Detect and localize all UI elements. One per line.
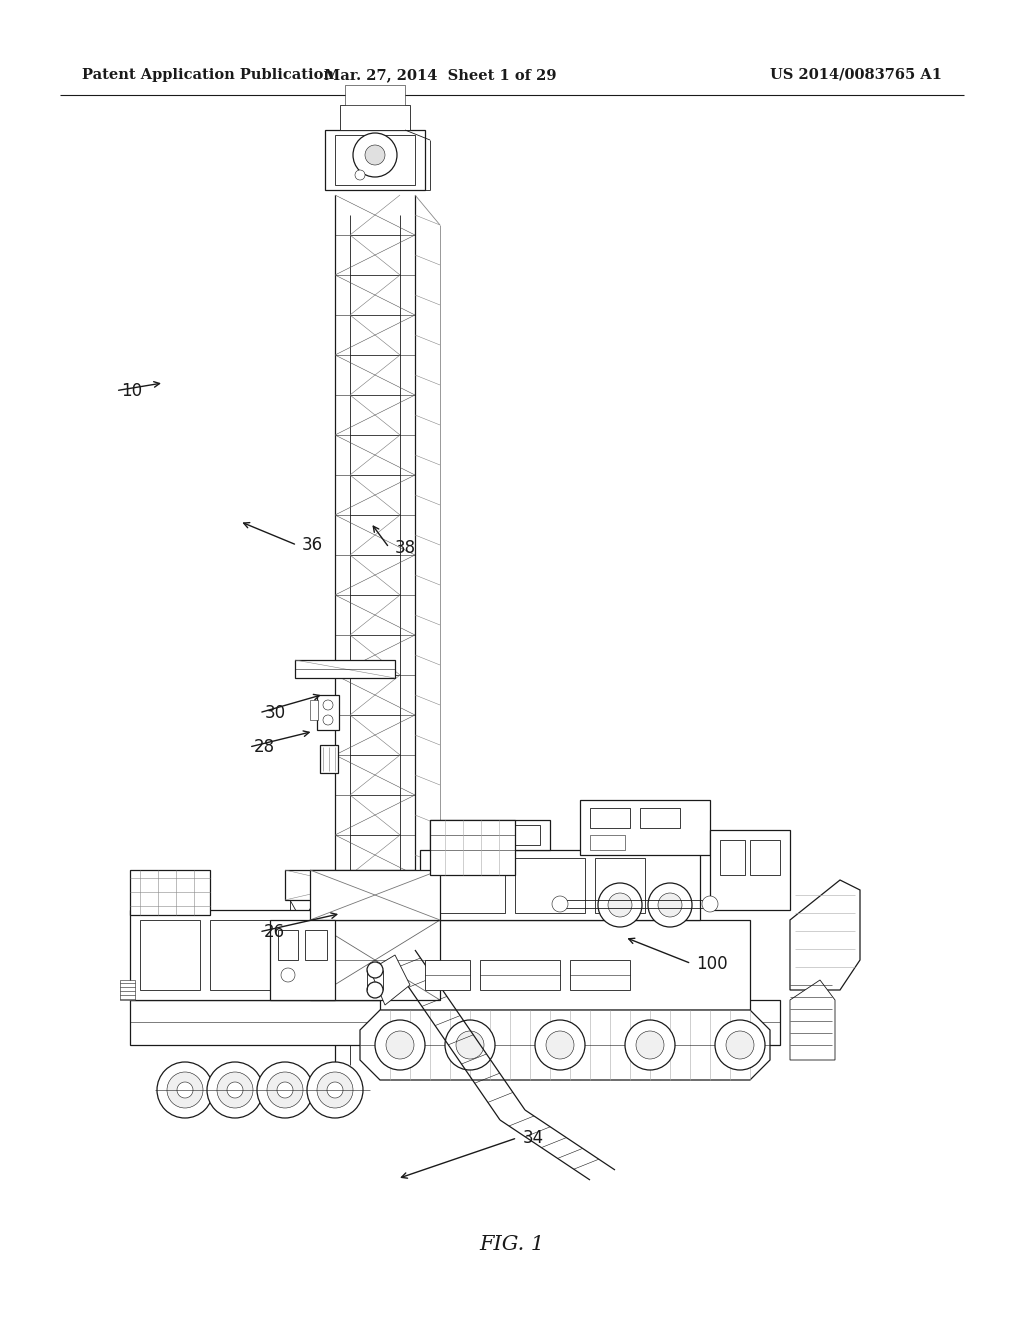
Circle shape: [535, 1020, 585, 1071]
Circle shape: [353, 133, 397, 177]
Text: Patent Application Publication: Patent Application Publication: [82, 69, 334, 82]
Circle shape: [207, 1063, 263, 1118]
Circle shape: [386, 1031, 414, 1059]
Text: 100: 100: [696, 954, 728, 973]
Bar: [325, 129, 425, 190]
Circle shape: [625, 1020, 675, 1071]
Circle shape: [278, 1082, 293, 1098]
Bar: [380, 920, 750, 1010]
Circle shape: [157, 1063, 213, 1118]
Text: 38: 38: [394, 539, 416, 557]
Circle shape: [658, 894, 682, 917]
Circle shape: [323, 700, 333, 710]
Bar: [435, 858, 505, 913]
Bar: [595, 858, 645, 913]
Circle shape: [281, 968, 295, 982]
Circle shape: [552, 896, 568, 912]
Bar: [515, 858, 585, 913]
Circle shape: [546, 1031, 574, 1059]
Circle shape: [177, 1082, 193, 1098]
Bar: [480, 960, 560, 990]
Circle shape: [456, 1031, 484, 1059]
Circle shape: [445, 1020, 495, 1071]
Bar: [640, 808, 680, 828]
Polygon shape: [360, 1010, 770, 1080]
Circle shape: [355, 170, 365, 180]
Bar: [130, 870, 210, 915]
Text: 30: 30: [264, 704, 286, 722]
Bar: [270, 920, 335, 1001]
Circle shape: [327, 1082, 343, 1098]
Polygon shape: [370, 954, 410, 1005]
Circle shape: [227, 1082, 243, 1098]
Polygon shape: [120, 979, 135, 1001]
Bar: [285, 870, 415, 900]
Circle shape: [367, 982, 383, 998]
Text: Mar. 27, 2014  Sheet 1 of 29: Mar. 27, 2014 Sheet 1 of 29: [324, 69, 556, 82]
Bar: [305, 931, 327, 960]
Circle shape: [648, 883, 692, 927]
Bar: [130, 909, 380, 1001]
Text: 26: 26: [264, 923, 286, 941]
Text: 36: 36: [302, 536, 324, 554]
Text: 10: 10: [121, 381, 142, 400]
Bar: [317, 696, 339, 730]
Text: 28: 28: [254, 738, 275, 756]
Bar: [310, 700, 318, 719]
Bar: [345, 84, 406, 106]
Bar: [210, 920, 270, 990]
Bar: [278, 931, 298, 960]
Bar: [430, 820, 515, 875]
Bar: [720, 840, 745, 875]
Circle shape: [307, 1063, 362, 1118]
Circle shape: [715, 1020, 765, 1071]
Bar: [310, 870, 440, 920]
Bar: [340, 106, 410, 129]
Circle shape: [167, 1072, 203, 1107]
Bar: [495, 825, 540, 845]
Circle shape: [375, 1020, 425, 1071]
Circle shape: [636, 1031, 664, 1059]
Bar: [430, 820, 550, 850]
Circle shape: [726, 1031, 754, 1059]
Bar: [580, 800, 710, 855]
Circle shape: [217, 1072, 253, 1107]
Bar: [570, 960, 630, 990]
Circle shape: [367, 962, 383, 978]
Bar: [425, 960, 470, 990]
Circle shape: [323, 715, 333, 725]
Bar: [590, 808, 630, 828]
Text: US 2014/0083765 A1: US 2014/0083765 A1: [770, 69, 942, 82]
Circle shape: [608, 894, 632, 917]
Bar: [130, 1001, 780, 1045]
Bar: [335, 135, 415, 185]
Circle shape: [365, 145, 385, 165]
Bar: [590, 836, 625, 850]
Bar: [710, 830, 790, 909]
Circle shape: [598, 883, 642, 927]
Text: 34: 34: [522, 1129, 544, 1147]
Text: FIG. 1: FIG. 1: [479, 1236, 545, 1254]
Bar: [310, 920, 440, 1001]
Bar: [319, 744, 338, 774]
Bar: [750, 840, 780, 875]
Bar: [295, 660, 395, 678]
Bar: [140, 920, 200, 990]
Circle shape: [702, 896, 718, 912]
Circle shape: [317, 1072, 353, 1107]
Polygon shape: [790, 880, 860, 990]
Polygon shape: [790, 979, 835, 1060]
Circle shape: [267, 1072, 303, 1107]
Bar: [440, 825, 490, 845]
Circle shape: [257, 1063, 313, 1118]
Bar: [420, 850, 700, 920]
